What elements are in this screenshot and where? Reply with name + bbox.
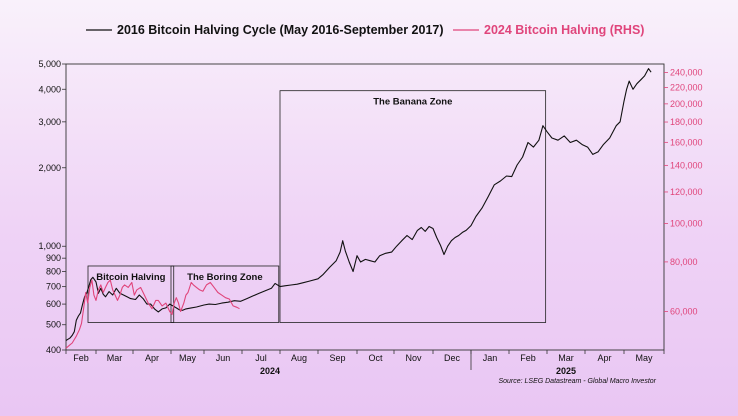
y-right-tick-label: 160,000 bbox=[670, 137, 703, 147]
y-left-tick-label: 2,000 bbox=[38, 163, 61, 173]
x-tick-label: Apr bbox=[597, 353, 611, 363]
x-tick-label: Mar bbox=[558, 353, 574, 363]
annotation-box bbox=[279, 90, 547, 323]
x-tick-label: Feb bbox=[73, 353, 89, 363]
y-right-tick-label: 100,000 bbox=[670, 218, 703, 228]
x-tick-label: Feb bbox=[520, 353, 536, 363]
x-tick-label: Dec bbox=[444, 353, 461, 363]
y-right-tick-label: 220,000 bbox=[670, 82, 703, 92]
y-left-tick-label: 1,000 bbox=[38, 241, 61, 251]
y-right-tick-label: 60,000 bbox=[670, 307, 698, 317]
y-right-tick-label: 120,000 bbox=[670, 187, 703, 197]
x-tick-label: Jul bbox=[255, 353, 267, 363]
series-line-2024 bbox=[65, 279, 240, 349]
year-label-2025: 2025 bbox=[556, 366, 576, 376]
annotation-box bbox=[170, 265, 280, 323]
annotation-label: Bitcoin Halving bbox=[96, 272, 165, 283]
annotation-label: The Banana Zone bbox=[373, 97, 452, 108]
annotation-box bbox=[87, 265, 175, 323]
x-tick-label: Jun bbox=[216, 353, 231, 363]
plot-frame bbox=[65, 63, 665, 351]
y-right-tick-label: 80,000 bbox=[670, 257, 698, 267]
x-tick-label: Mar bbox=[107, 353, 123, 363]
source-note: Source: LSEG Datastream - Global Macro I… bbox=[498, 378, 656, 385]
y-axis-right: 60,000 80,000 100,000 120,000 140,000 160,000… bbox=[664, 67, 703, 317]
y-left-tick-label: 600 bbox=[46, 299, 61, 309]
series-group bbox=[65, 68, 652, 349]
annotation-label: The Boring Zone bbox=[187, 272, 262, 283]
y-left-tick-label: 4,000 bbox=[38, 84, 61, 94]
y-right-tick-label: 240,000 bbox=[670, 67, 703, 77]
legend: 2016 Bitcoin Halving Cycle (May 2016-Sep… bbox=[86, 23, 644, 37]
y-left-tick-label: 700 bbox=[46, 282, 61, 292]
series-line-2016 bbox=[65, 68, 652, 341]
y-left-tick-label: 900 bbox=[46, 253, 61, 263]
x-tick-label: May bbox=[635, 353, 653, 363]
x-tick-label: Sep bbox=[329, 353, 345, 363]
x-tick-label: Aug bbox=[291, 353, 307, 363]
x-tick-label: Apr bbox=[145, 353, 159, 363]
x-tick-label: Oct bbox=[368, 353, 383, 363]
legend-label-2024: 2024 Bitcoin Halving (RHS) bbox=[484, 23, 644, 37]
y-left-tick-label: 400 bbox=[46, 345, 61, 355]
x-tick-label: May bbox=[179, 353, 197, 363]
x-tick-label: Nov bbox=[405, 353, 422, 363]
x-axis: Feb Mar Apr May Jun Jul Aug Sep Oct Nov Dec Jan Feb M… bbox=[65, 350, 665, 370]
x-tick-label: Jan bbox=[483, 353, 498, 363]
annotations: Bitcoin Halving The Boring Zone The Banana… bbox=[87, 90, 547, 323]
y-left-tick-label: 500 bbox=[46, 320, 61, 330]
y-left-tick-label: 3,000 bbox=[38, 117, 61, 127]
y-axis-left: 400 500 600 700 800 900 1,000 2,000 3,000 4,000 5,… bbox=[38, 59, 66, 355]
y-left-tick-label: 800 bbox=[46, 267, 61, 277]
y-left-tick-label: 5,000 bbox=[38, 59, 61, 69]
year-label-2024: 2024 bbox=[260, 366, 280, 376]
y-right-tick-label: 200,000 bbox=[670, 99, 703, 109]
y-right-tick-label: 140,000 bbox=[670, 160, 703, 170]
y-right-tick-label: 180,000 bbox=[670, 117, 703, 127]
legend-label-2016: 2016 Bitcoin Halving Cycle (May 2016-Sep… bbox=[117, 23, 444, 37]
